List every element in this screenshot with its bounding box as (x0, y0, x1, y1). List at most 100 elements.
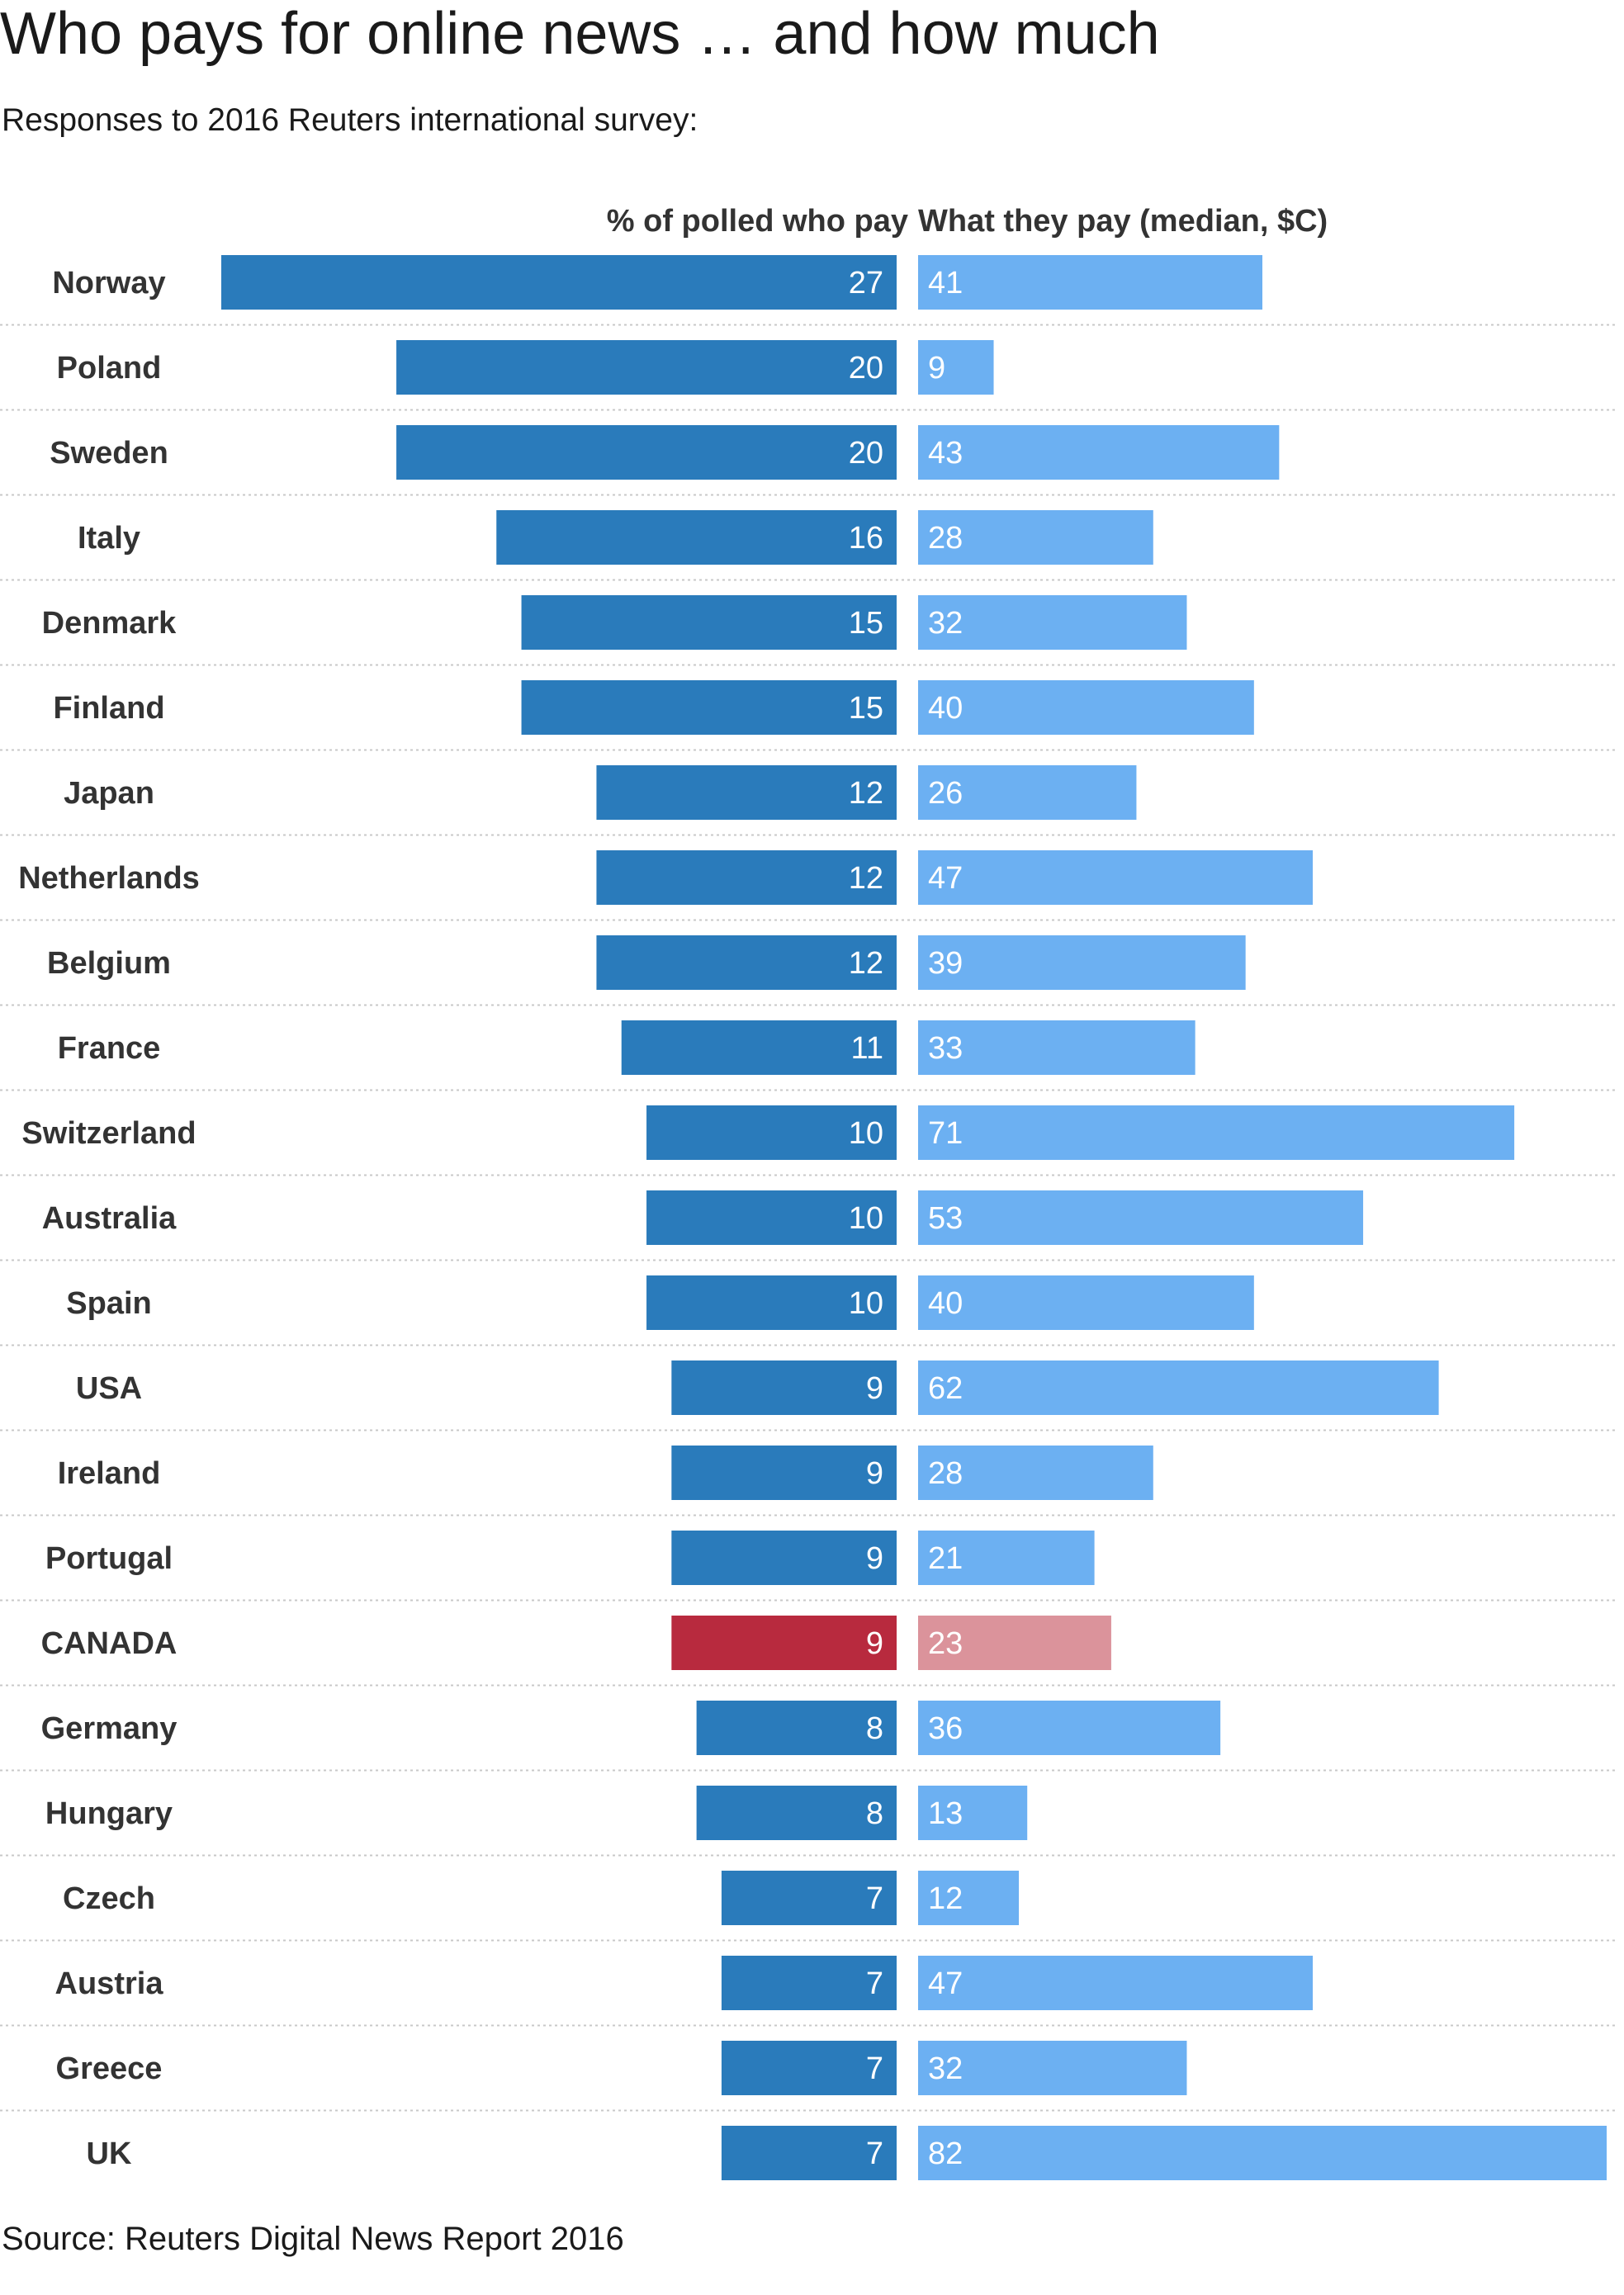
amount-bar (918, 1786, 1028, 1840)
percent-bar (646, 1190, 897, 1245)
header-what-they-pay: What they pay (median, $C) (918, 204, 1328, 239)
percent-value-label: 8 (866, 1796, 883, 1831)
amount-bar (918, 1616, 1111, 1670)
percent-bar (596, 765, 897, 820)
country-label: Japan (64, 776, 154, 811)
amount-value-label: 62 (928, 1371, 963, 1406)
percent-bar (646, 1105, 897, 1160)
amount-bar (918, 1446, 1153, 1500)
percent-bar (721, 2041, 897, 2095)
chart-subtitle: Responses to 2016 Reuters international … (2, 102, 698, 138)
amount-bar (918, 1360, 1439, 1415)
amount-value-label: 71 (928, 1116, 963, 1151)
country-label: Switzerland (21, 1116, 196, 1151)
percent-value-label: 9 (866, 1456, 883, 1491)
percent-bar (396, 425, 897, 480)
amount-bar (918, 1275, 1254, 1330)
amount-value-label: 82 (928, 2136, 963, 2171)
chart-row-spain: Spain 10 40 (66, 1275, 1254, 1330)
percent-bar (646, 1275, 897, 1330)
chart-row-poland: Poland 20 9 (57, 340, 994, 395)
amount-value-label: 47 (928, 861, 963, 896)
amount-bar (918, 2126, 1607, 2180)
amount-value-label: 53 (928, 1201, 963, 1236)
country-label: Belgium (47, 946, 171, 981)
country-label: Greece (56, 2051, 163, 2086)
header-percent-who-pay: % of polled who pay (607, 204, 908, 239)
chart-source: Source: Reuters Digital News Report 2016 (2, 2221, 624, 2257)
amount-bar (918, 1190, 1364, 1245)
amount-bar (918, 510, 1153, 565)
percent-value-label: 12 (849, 946, 883, 981)
percent-bar (521, 680, 897, 735)
percent-value-label: 8 (866, 1711, 883, 1746)
chart-row-denmark: Denmark 15 32 (42, 595, 1187, 650)
country-label: Poland (57, 351, 162, 386)
percent-bar (596, 935, 897, 990)
amount-bar (918, 850, 1314, 905)
chart-row-germany: Germany 8 36 (41, 1701, 1221, 1755)
amount-bar (918, 340, 994, 395)
percent-value-label: 7 (866, 1881, 883, 1916)
percent-bar (671, 1531, 897, 1585)
percent-bar (721, 1956, 897, 2010)
amount-value-label: 41 (928, 266, 963, 300)
country-label: France (58, 1031, 161, 1066)
percent-bar (396, 340, 897, 395)
amount-bar (918, 2041, 1187, 2095)
chart-row-uk: UK 7 82 (87, 2126, 1607, 2180)
amount-bar (918, 1871, 1020, 1925)
country-label: UK (87, 2136, 132, 2171)
country-label: Austria (55, 1966, 164, 2001)
chart-row-japan: Japan 12 26 (64, 765, 1137, 820)
amount-value-label: 9 (928, 351, 945, 386)
percent-value-label: 11 (851, 1031, 883, 1066)
country-label: Hungary (45, 1796, 173, 1831)
percent-value-label: 20 (849, 351, 883, 386)
percent-value-label: 7 (866, 1966, 883, 2001)
percent-value-label: 7 (866, 2136, 883, 2171)
percent-bar (721, 2126, 897, 2180)
country-label: Sweden (50, 436, 168, 471)
percent-bar (696, 1701, 897, 1755)
chart-row-belgium: Belgium 12 39 (47, 935, 1246, 990)
percent-value-label: 15 (849, 606, 883, 641)
percent-value-label: 10 (849, 1201, 883, 1236)
percent-bar (671, 1616, 897, 1670)
chart-row-czech: Czech 7 12 (63, 1871, 1020, 1925)
amount-bar (918, 255, 1262, 310)
percent-value-label: 10 (849, 1116, 883, 1151)
percent-value-label: 20 (849, 436, 883, 471)
percent-value-label: 27 (849, 266, 883, 300)
percent-value-label: 12 (849, 776, 883, 811)
amount-value-label: 32 (928, 606, 963, 641)
country-label: Denmark (42, 606, 177, 641)
country-label: CANADA (41, 1626, 178, 1661)
percent-bar (721, 1871, 897, 1925)
amount-value-label: 21 (928, 1541, 963, 1576)
percent-value-label: 16 (849, 521, 883, 556)
country-label: Czech (63, 1881, 155, 1916)
country-label: Australia (42, 1201, 177, 1236)
amount-bar (918, 1020, 1196, 1075)
chart-row-france: France 11 33 (58, 1020, 1196, 1075)
amount-bar (918, 1105, 1515, 1160)
percent-bar (671, 1360, 897, 1415)
percent-value-label: 10 (849, 1286, 883, 1321)
amount-value-label: 33 (928, 1031, 963, 1066)
percent-bar (621, 1020, 897, 1075)
chart-row-italy: Italy 16 28 (78, 510, 1153, 565)
percent-bar (521, 595, 897, 650)
chart-row-sweden: Sweden 20 43 (50, 425, 1280, 480)
percent-value-label: 15 (849, 691, 883, 726)
amount-value-label: 43 (928, 436, 963, 471)
chart-row-ireland: Ireland 9 28 (58, 1446, 1153, 1500)
chart-title: Who pays for online news … and how much (0, 1, 1160, 67)
percent-value-label: 7 (866, 2051, 883, 2086)
percent-value-label: 9 (866, 1626, 883, 1661)
amount-value-label: 12 (928, 1881, 963, 1916)
chart-row-austria: Austria 7 47 (55, 1956, 1314, 2010)
percent-value-label: 9 (866, 1371, 883, 1406)
percent-value-label: 12 (849, 861, 883, 896)
country-label: Ireland (58, 1456, 161, 1491)
